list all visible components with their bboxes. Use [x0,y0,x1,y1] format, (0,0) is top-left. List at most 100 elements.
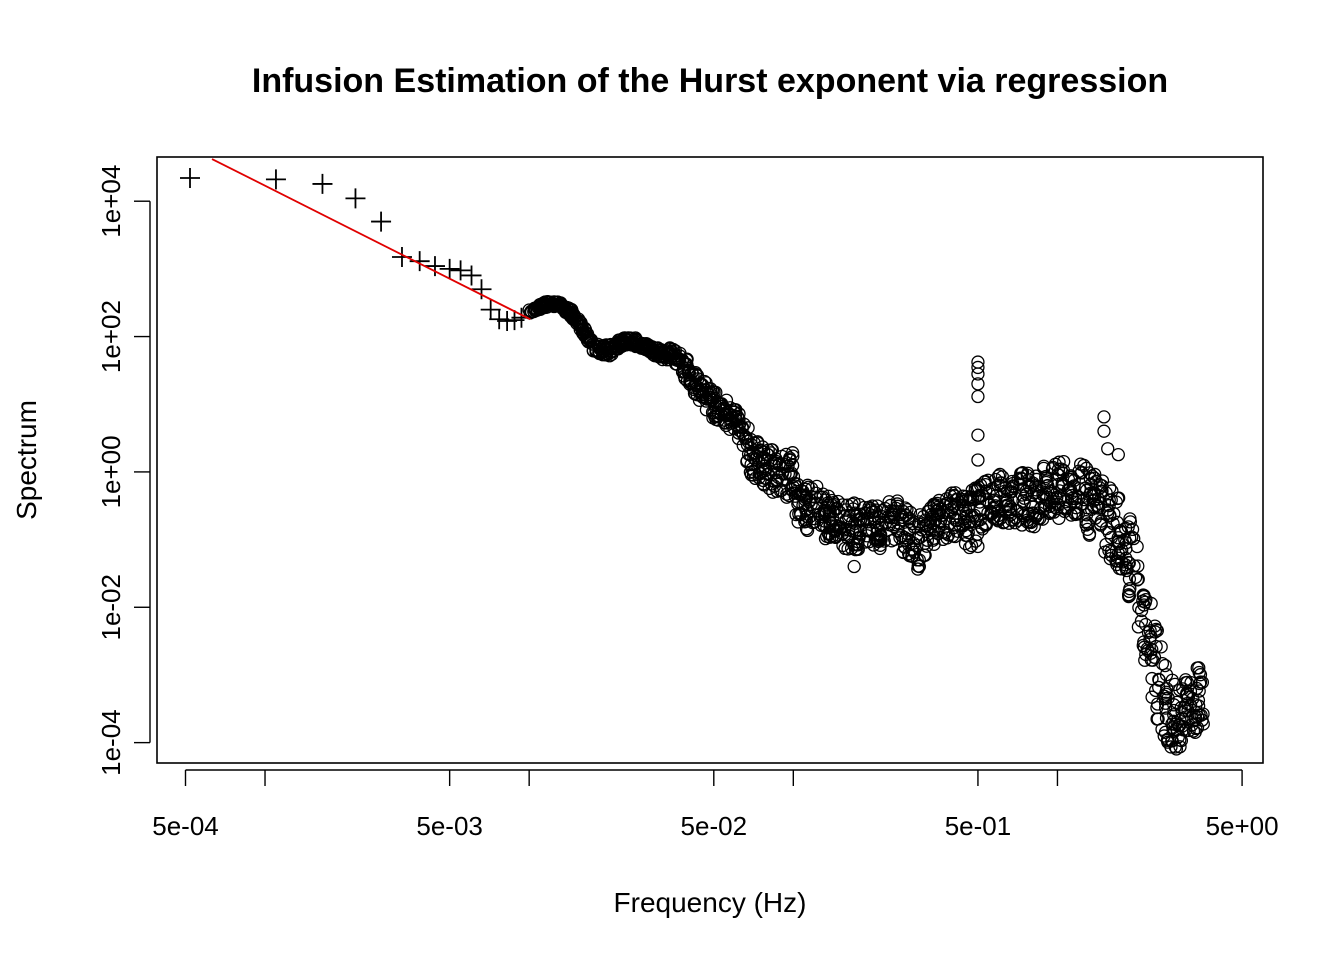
circle-point [946,500,960,515]
circle-point [1077,458,1091,473]
circle-point [1008,510,1023,525]
circle-point [1152,672,1166,687]
circle-point [1079,518,1093,532]
circle-point [1184,711,1199,725]
circle-point [930,508,944,522]
plus-point [480,299,501,320]
circle-point [808,490,823,504]
circle-point [1195,675,1210,689]
circle-point [1191,693,1206,708]
x-tick-label: 5e-01 [945,811,1012,841]
circle-point [1038,501,1052,516]
circle-point [1144,596,1158,611]
plus-point [391,246,412,267]
circle-point [1101,506,1115,520]
y-axis-label: Spectrum [11,400,42,520]
chart-title: Infusion Estimation of the Hurst exponen… [252,62,1168,100]
x-tick-label: 5e-02 [681,811,748,841]
circle-point [932,493,946,508]
circle-point [763,454,778,468]
circle-point [971,389,985,404]
circle-point [718,402,732,416]
circle-point [1053,491,1067,506]
circle-point [911,562,925,576]
circle-point [1095,474,1110,488]
circle-point [1158,658,1172,673]
circle-point [1097,410,1111,424]
circle-point [971,428,985,442]
circle-point [567,311,582,325]
circle-point [867,511,882,526]
circle-point [1188,725,1202,739]
circle-point [1058,504,1072,519]
circle-point [1123,582,1137,596]
circle-point [1119,551,1133,565]
circle-point [1154,640,1168,654]
circle-point [747,436,761,450]
regression-points [180,168,532,331]
circle-point [1127,531,1141,546]
circle-point [971,453,985,467]
circle-point [1191,699,1206,713]
circle-point [1136,588,1150,602]
circle-point [910,538,924,553]
circle-point [783,467,797,482]
circle-point [963,493,978,507]
y-tick-label: 1e-04 [96,709,126,776]
circle-point [1001,497,1016,512]
circle-point [1099,486,1113,500]
circle-point [1147,650,1162,664]
circle-point [785,446,800,460]
circle-point [868,533,882,547]
plus-point [439,258,460,279]
circle-point [1072,481,1086,496]
circle-point [1130,539,1144,554]
circle-point [1167,708,1181,722]
circle-point [943,516,957,531]
circle-point [939,496,953,511]
circle-point [1144,646,1158,660]
circle-point [1192,661,1206,675]
circle-point [971,360,985,375]
circle-point [1164,740,1178,754]
circle-point [1111,447,1125,462]
circle-point [1078,481,1093,495]
circle-point [1006,480,1020,494]
circle-point [1003,500,1018,514]
circle-point [847,559,861,574]
circle-point [1104,548,1119,563]
circle-point [1121,588,1136,602]
circle-point [1035,512,1050,526]
plus-point [265,169,286,190]
circle-point [1089,498,1104,512]
circle-point [961,525,975,540]
circle-point [747,451,761,465]
circle-point [673,346,687,360]
circle-point [1167,698,1181,712]
circle-point [963,515,977,529]
x-tick-label: 5e-03 [416,811,483,841]
circle-point [990,512,1004,526]
circle-point [1131,620,1146,634]
circle-point [735,421,749,435]
circle-point [1195,713,1209,727]
plot-frame [156,156,1264,764]
circle-point [1134,603,1149,618]
circle-point [1196,707,1210,721]
y-axis: 1e-04 1e-02 1e+00 1e+02 1e+04 [96,165,151,776]
circle-point [850,507,864,521]
circle-point [1138,595,1152,609]
circle-point [1082,527,1097,541]
circle-point [970,482,984,496]
circle-point [1149,622,1163,637]
circle-point [1102,493,1116,507]
plus-point [312,173,333,194]
circle-point [971,377,985,391]
circle-point [732,407,746,421]
circle-point [707,385,721,399]
circle-point [1079,514,1093,529]
x-axis: 5e-04 5e-03 5e-02 5e-01 5e+00 [152,769,1279,841]
circle-point [940,531,954,545]
circle-point [873,541,887,556]
